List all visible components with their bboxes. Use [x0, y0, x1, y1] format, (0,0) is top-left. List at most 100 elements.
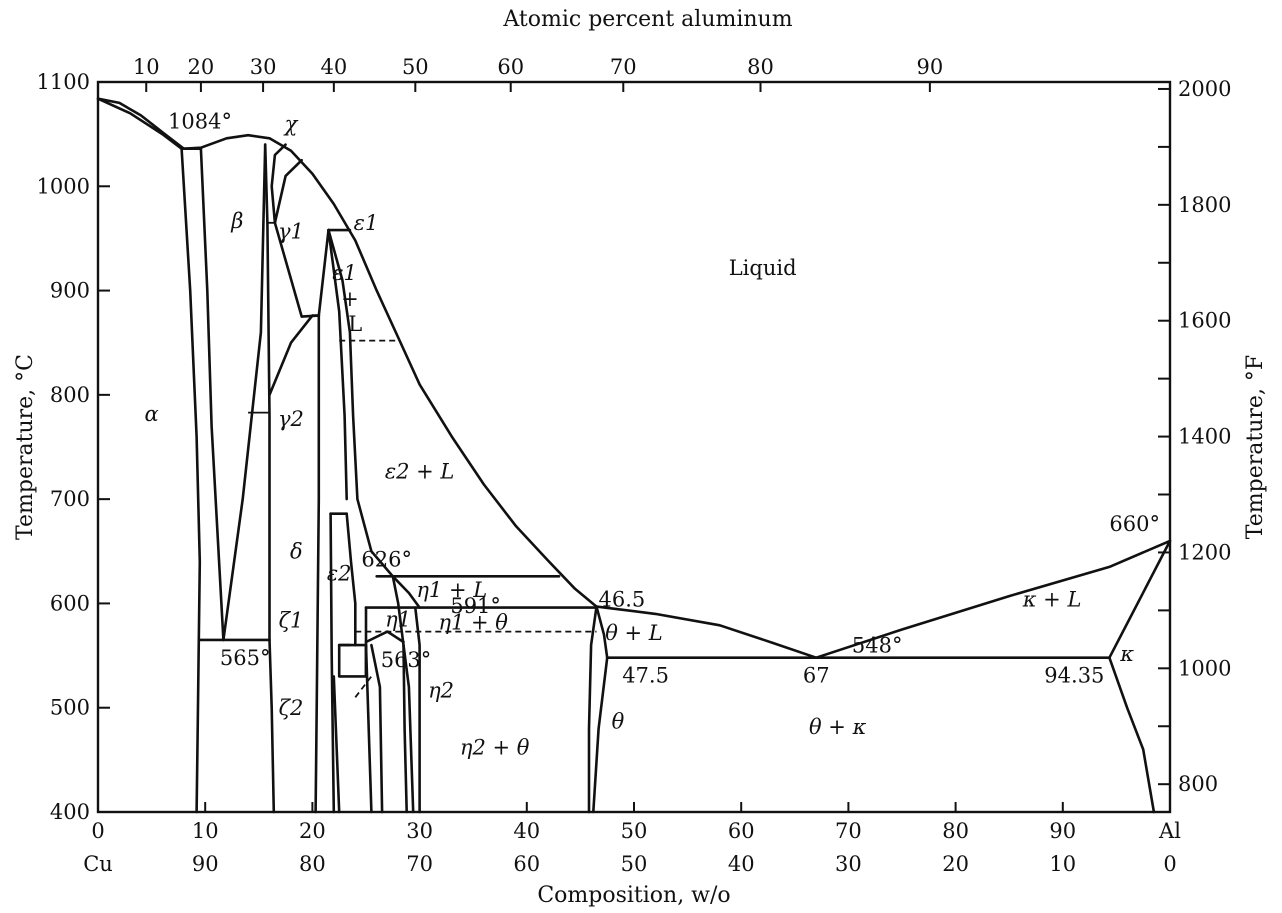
eta2-right [415, 608, 419, 812]
region-label: + [341, 287, 359, 311]
top-tick-label: 30 [250, 55, 277, 79]
region-label: γ1 [278, 219, 304, 243]
x-tick-label: 40 [513, 819, 540, 843]
y-tick-label: 1000 [37, 174, 90, 198]
phase-boundaries [98, 99, 1170, 812]
region-label: δ [290, 540, 303, 564]
region-label: ζ1 [279, 608, 304, 632]
region-label: ζ2 [279, 696, 304, 720]
point-label: 1084° [168, 110, 232, 134]
y-right-tick-label: 1400 [1178, 425, 1231, 449]
top-axis-title: Atomic percent aluminum [502, 7, 792, 32]
x-tick-label-cu: 10 [1049, 852, 1076, 876]
point-label: 94.35 [1044, 664, 1104, 688]
x-axis-title: Composition, w/o [537, 883, 730, 908]
x-tick-label-cu: 90 [192, 852, 219, 876]
region-label: η1 + θ [438, 611, 508, 635]
kappa-solidus [1109, 541, 1170, 658]
top-tick-label: 90 [917, 55, 944, 79]
region-label: ε1 [354, 211, 379, 235]
y-right-tick-label: 1000 [1178, 656, 1231, 680]
y-right-tick-label: 1800 [1178, 193, 1231, 217]
gamma2-right-upper [270, 316, 313, 395]
y-axis-left-title: Temperature, °C [13, 354, 38, 540]
x-tick-label-cu: 60 [513, 852, 540, 876]
region-label: ε2 + L [385, 459, 455, 483]
x-tick-label: 0 [91, 819, 104, 843]
x-tick-label-cu: Cu [83, 852, 113, 876]
region-label: η2 + θ [460, 736, 530, 760]
chi-right [275, 160, 302, 223]
region-label: θ + κ [809, 715, 867, 739]
beta-left [201, 149, 224, 640]
liquidus-line [98, 99, 1170, 658]
zeta-dots [355, 676, 371, 697]
gamma2-right [316, 316, 319, 812]
region-label: χ [283, 112, 299, 136]
top-tick-label: 80 [747, 55, 774, 79]
point-label: 47.5 [622, 664, 669, 688]
region-label: θ [612, 710, 625, 734]
y-tick-label: 1100 [37, 70, 90, 94]
zeta2-box [339, 645, 366, 676]
point-label: 660° [1109, 512, 1160, 536]
y-right-tick-label: 1200 [1178, 540, 1231, 564]
y-tick-label: 600 [50, 591, 90, 615]
eta2-arc [366, 632, 404, 642]
x-tick-label-cu: 80 [299, 852, 326, 876]
region-label: β [230, 209, 243, 233]
alpha-solvus [182, 149, 200, 812]
y-tick-label: 400 [50, 800, 90, 824]
top-axis-ticks: 10 20 30 40 50 60 70 80 90 [133, 55, 943, 92]
top-tick-label: 50 [402, 55, 429, 79]
y-right-tick-label: 1600 [1178, 309, 1231, 333]
y-right-tick-label: 800 [1178, 772, 1218, 796]
y-tick-label: 500 [50, 696, 90, 720]
x-tick-label-cu: 0 [1163, 852, 1176, 876]
zeta2-right [366, 645, 371, 812]
region-label: L [348, 312, 362, 336]
point-label: 46.5 [598, 588, 645, 612]
point-label: 67 [803, 664, 830, 688]
top-tick-label: 70 [610, 55, 637, 79]
region-label: θ + L [605, 621, 663, 645]
x-tick-label: 90 [1049, 819, 1076, 843]
region-label: η2 [428, 678, 454, 702]
y-right-tick-label: 2000 [1178, 77, 1231, 101]
eutectic-label: 565° [220, 646, 271, 670]
region-label: κ [1119, 642, 1134, 666]
top-tick-label: 20 [188, 55, 215, 79]
x-tick-label: 60 [728, 819, 755, 843]
x-tick-label-cu: 50 [621, 852, 648, 876]
x-tick-label: Al [1158, 819, 1181, 843]
top-tick-label: 40 [320, 55, 347, 79]
region-label: α [145, 402, 159, 426]
region-label: η1 [385, 607, 411, 631]
gamma1-left [265, 145, 269, 640]
x-tick-label: 20 [299, 819, 326, 843]
x-tick-label: 10 [192, 819, 219, 843]
plot-frame [98, 82, 1170, 812]
x-tick-label: 30 [406, 819, 433, 843]
eutectic-label: 563° [381, 648, 432, 672]
epsilon1-left [319, 230, 329, 316]
eutectic-label: 548° [852, 634, 903, 658]
x-tick-label: 80 [942, 819, 969, 843]
y-tick-label: 700 [50, 487, 90, 511]
top-tick-label: 60 [497, 55, 524, 79]
x-tick-label-cu: 40 [728, 852, 755, 876]
x-tick-label: 70 [835, 819, 862, 843]
eutectic-label: 626° [361, 547, 412, 571]
kappa-solvus [1109, 658, 1154, 812]
region-label: κ + L [1022, 588, 1082, 612]
top-tick-label: 10 [133, 55, 160, 79]
region-label: γ2 [278, 407, 304, 431]
region-label: ε1 [332, 261, 357, 285]
x-tick-label-cu: 30 [835, 852, 862, 876]
y-tick-label: 900 [50, 279, 90, 303]
region-label: η1 + L [416, 578, 487, 602]
x-tick-label-cu: 20 [942, 852, 969, 876]
x-tick-label-cu: 70 [406, 852, 433, 876]
